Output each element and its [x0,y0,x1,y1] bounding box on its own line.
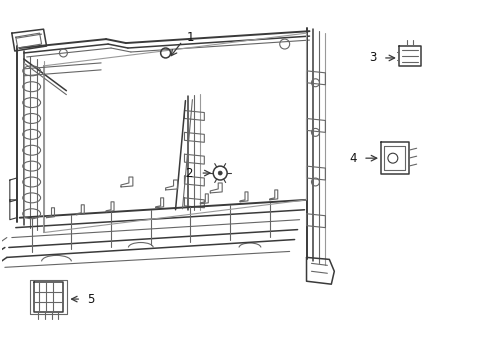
Polygon shape [121,177,133,187]
Polygon shape [156,198,164,208]
Text: 5: 5 [87,293,95,306]
Polygon shape [184,154,204,164]
Text: 4: 4 [350,152,357,165]
Polygon shape [307,257,334,284]
Polygon shape [34,282,63,312]
Polygon shape [184,132,204,142]
Polygon shape [10,200,17,220]
Polygon shape [184,198,204,208]
Polygon shape [106,202,114,212]
Polygon shape [12,29,47,51]
Polygon shape [307,118,325,132]
Polygon shape [399,46,420,66]
Text: 2: 2 [185,167,193,180]
Text: 3: 3 [369,51,377,64]
Polygon shape [240,192,248,202]
Polygon shape [270,190,278,200]
Polygon shape [200,194,208,204]
Polygon shape [307,214,325,228]
Text: 1: 1 [187,31,194,44]
Circle shape [218,171,222,175]
Polygon shape [184,111,204,121]
Polygon shape [210,183,222,193]
Polygon shape [307,71,325,85]
Polygon shape [10,178,17,202]
Polygon shape [76,205,84,215]
Polygon shape [47,208,54,218]
Polygon shape [307,166,325,180]
Polygon shape [166,180,177,190]
Polygon shape [381,142,409,174]
Polygon shape [184,176,204,186]
